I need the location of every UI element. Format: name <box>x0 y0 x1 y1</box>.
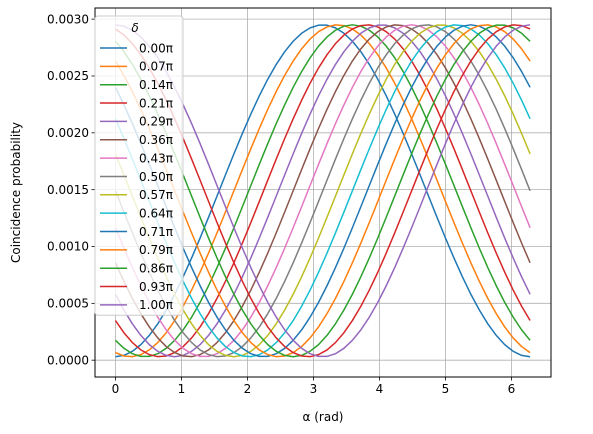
series-line <box>114 24 531 358</box>
legend-label: 0.64π <box>139 206 173 220</box>
x-tick-label: 4 <box>376 382 384 396</box>
legend-label: 0.71π <box>139 225 173 239</box>
y-tick-label: 0.0030 <box>47 12 89 26</box>
legend-label: 0.36π <box>139 133 173 147</box>
legend-label: 1.00π <box>139 298 173 312</box>
series-line <box>114 24 531 358</box>
legend-label: 0.21π <box>139 96 173 110</box>
series-line <box>115 24 531 358</box>
legend: δ0.00π 0.07π 0.14π 0.21π 0.29π 0.36π 0.43π 0.50… <box>94 15 184 316</box>
y-tick-label: 0.0025 <box>47 69 89 83</box>
series-lines <box>114 24 531 358</box>
x-tick-label: 3 <box>310 382 318 396</box>
y-axis-ticks: 0.0000 0.0005 0.0010 0.0015 0.0020 0.0025 0.00… <box>47 12 95 367</box>
legend-label: 0.00π <box>139 41 173 55</box>
series-line <box>114 24 531 358</box>
y-tick-label: 0.0020 <box>47 126 89 140</box>
series-line <box>114 24 531 358</box>
series-line <box>114 24 531 358</box>
series-line <box>114 24 531 358</box>
legend-label: 0.50π <box>139 170 173 184</box>
x-tick-label: 1 <box>178 382 186 396</box>
x-tick-label: 5 <box>442 382 450 396</box>
series-line <box>114 24 531 358</box>
series-line <box>115 24 531 358</box>
series-line <box>114 24 531 358</box>
y-tick-label: 0.0005 <box>47 297 89 311</box>
series-line <box>114 24 531 358</box>
legend-label: 0.07π <box>139 60 173 74</box>
x-axis-label: α (rad) <box>303 410 344 424</box>
series-line <box>114 24 531 358</box>
series-line <box>115 24 531 358</box>
legend-title: δ <box>131 21 138 35</box>
x-tick-label: 2 <box>244 382 252 396</box>
y-tick-label: 0.0015 <box>47 183 89 197</box>
legend-label: 0.86π <box>139 262 173 276</box>
x-axis-ticks: 0 1 2 3 4 5 6 <box>112 377 516 396</box>
legend-label: 0.14π <box>139 78 173 92</box>
series-line <box>115 24 531 358</box>
y-tick-label: 0.0000 <box>47 353 89 367</box>
legend-label: 0.79π <box>139 243 173 257</box>
legend-label: 0.43π <box>139 151 173 165</box>
y-axis-label: Coincidence probability <box>9 122 23 263</box>
y-tick-label: 0.0010 <box>47 240 89 254</box>
legend-label: 0.29π <box>139 115 173 129</box>
legend-label: 0.57π <box>139 188 173 202</box>
x-tick-label: 0 <box>112 382 120 396</box>
legend-box <box>94 15 184 316</box>
legend-label: 0.93π <box>139 280 173 294</box>
series-line <box>114 24 531 358</box>
x-tick-label: 6 <box>508 382 516 396</box>
